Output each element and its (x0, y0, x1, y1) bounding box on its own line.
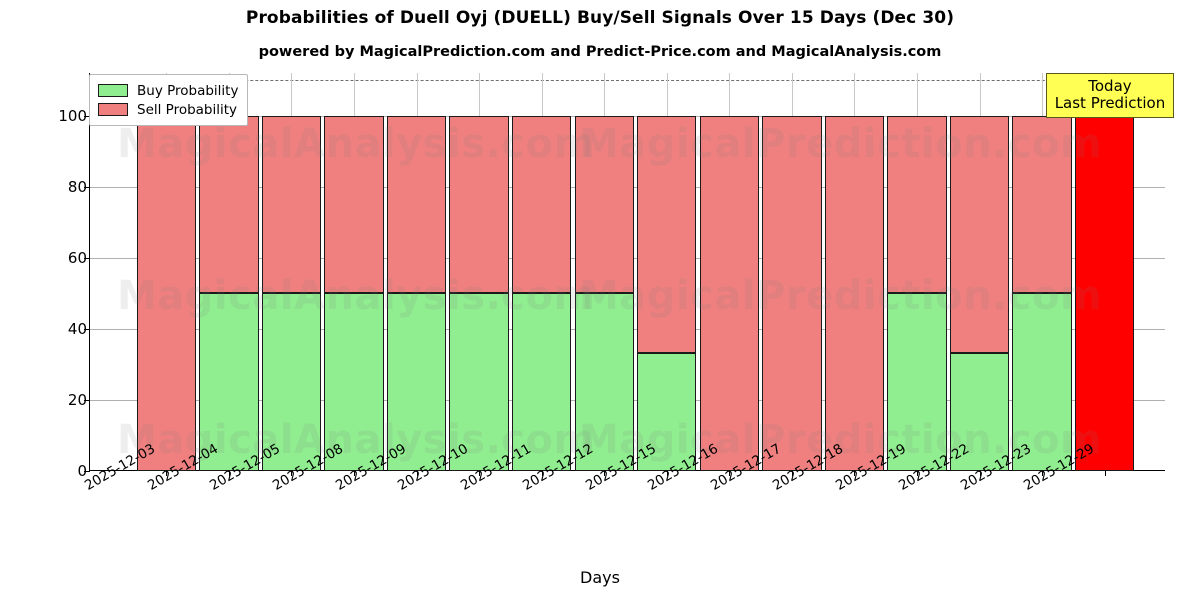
y-axis-tick-label: 80 (67, 177, 87, 196)
bar-segment-sell[interactable] (699, 115, 760, 471)
bar-segment-buy[interactable] (574, 293, 634, 471)
bar-segment-sell[interactable] (1012, 115, 1072, 294)
x-axis-tick (353, 470, 355, 476)
x-axis-tick (1104, 470, 1106, 476)
x-axis-tick (917, 470, 919, 476)
bar-segment-sell[interactable] (1074, 115, 1135, 471)
legend-swatch-sell (98, 103, 128, 116)
today-annotation-line2: Last Prediction (1054, 93, 1166, 112)
bar-segment-sell[interactable] (887, 115, 947, 294)
legend-label-sell: Sell Probability (137, 101, 238, 118)
today-annotation: Today Last Prediction (1045, 73, 1175, 118)
bar-segment-sell[interactable] (949, 115, 1010, 353)
bar-segment-buy[interactable] (511, 293, 572, 471)
bar-segment-buy[interactable] (1012, 293, 1072, 471)
bar-segment-sell[interactable] (824, 115, 885, 471)
y-axis-tick (84, 399, 90, 401)
y-axis-tick (84, 186, 90, 188)
bar-segment-buy[interactable] (261, 293, 322, 471)
x-axis-tick (166, 470, 168, 476)
chart-subtitle: powered by MagicalPrediction.com and Pre… (258, 44, 942, 60)
chart-title: Probabilities of Duell Oyj (DUELL) Buy/S… (245, 8, 955, 28)
bar-segment-buy[interactable] (887, 293, 947, 471)
x-axis-tick (729, 470, 731, 476)
x-axis-tick (1042, 470, 1044, 476)
y-axis-tick (84, 328, 90, 330)
x-axis-tick (854, 470, 856, 476)
x-axis-tick (604, 470, 606, 476)
legend-item-sell: Sell Probability (98, 100, 238, 119)
x-axis-tick (979, 470, 981, 476)
chart-legend: Buy Probability Sell Probability (89, 74, 249, 126)
y-axis-tick (84, 115, 90, 117)
bar-segment-buy[interactable] (386, 293, 447, 471)
legend-swatch-buy (98, 84, 128, 97)
y-axis-tick-label: 20 (67, 390, 87, 409)
bar-segment-sell[interactable] (324, 115, 384, 294)
bar-segment-buy[interactable] (324, 293, 384, 471)
legend-label-buy: Buy Probability (137, 82, 239, 99)
plot-area (84, 73, 1165, 476)
bar-segment-buy[interactable] (949, 352, 1010, 471)
y-axis-tick-label: 60 (67, 248, 87, 267)
bar-segment-buy[interactable] (449, 293, 509, 471)
y-axis-tick-label: 40 (67, 319, 87, 338)
x-axis-tick (291, 470, 293, 476)
bar-segment-buy[interactable] (637, 352, 697, 471)
x-axis-tick (228, 470, 230, 476)
bar-segment-sell[interactable] (574, 115, 634, 294)
legend-item-buy: Buy Probability (98, 81, 238, 100)
reference-line (90, 80, 1165, 82)
bar-segment-sell[interactable] (762, 115, 822, 471)
y-axis-tick (84, 257, 90, 259)
y-axis-tick (84, 471, 90, 472)
bar-segment-buy[interactable] (199, 293, 259, 471)
y-axis-tick-label: 0 (77, 462, 87, 480)
bar-segment-sell[interactable] (261, 115, 322, 294)
x-axis-tick (791, 470, 793, 476)
bar-segment-sell[interactable] (386, 115, 447, 294)
bar-segment-sell[interactable] (511, 115, 572, 294)
bar-segment-sell[interactable] (199, 115, 259, 294)
x-axis-tick (541, 470, 543, 476)
bar-segment-sell[interactable] (449, 115, 509, 294)
bar-segment-sell[interactable] (637, 115, 697, 353)
x-axis-tick (666, 470, 668, 476)
bar-segment-sell[interactable] (136, 115, 197, 471)
x-axis-title: Days (580, 568, 620, 587)
x-axis-tick (416, 470, 418, 476)
y-axis-tick-label: 100 (58, 106, 87, 125)
x-axis-tick (479, 470, 481, 476)
today-annotation-line1: Today (1088, 77, 1132, 95)
